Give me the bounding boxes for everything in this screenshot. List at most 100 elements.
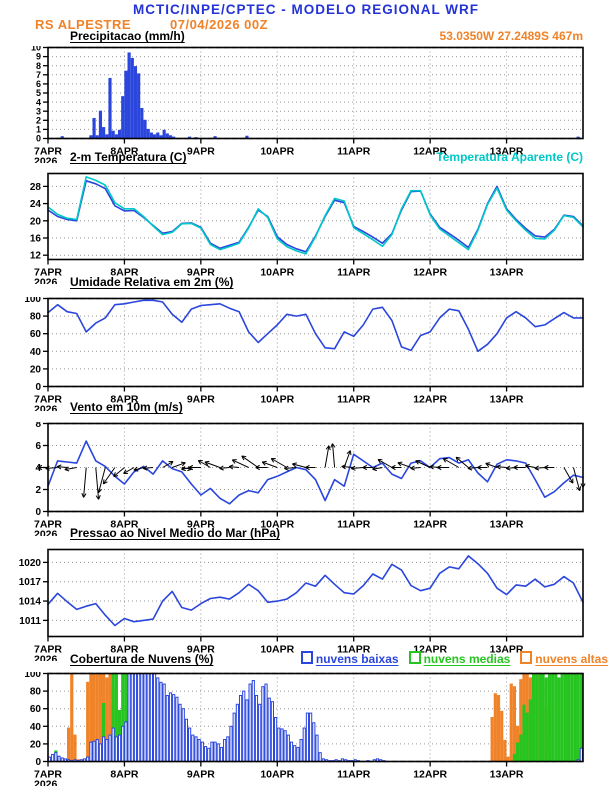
svg-text:9APR: 9APR bbox=[187, 267, 215, 279]
wind-title: Vento em 10m (m/s) bbox=[70, 400, 183, 414]
svg-text:11APR: 11APR bbox=[337, 394, 371, 406]
high-clouds-label: nuvens altas bbox=[535, 652, 608, 666]
svg-text:2: 2 bbox=[35, 485, 41, 496]
svg-text:13APR: 13APR bbox=[490, 769, 524, 781]
svg-text:11APR: 11APR bbox=[337, 769, 371, 781]
svg-text:1011: 1011 bbox=[19, 616, 41, 627]
svg-text:60: 60 bbox=[30, 704, 42, 715]
svg-text:13APR: 13APR bbox=[490, 519, 524, 531]
svg-text:28: 28 bbox=[30, 182, 42, 193]
svg-text:9APR: 9APR bbox=[187, 769, 215, 781]
svg-text:7APR: 7APR bbox=[34, 146, 62, 158]
svg-text:100: 100 bbox=[24, 672, 41, 680]
svg-text:2026: 2026 bbox=[34, 779, 58, 787]
precipitation-title-row: Precipitacao (mm/h) 53.0350W 27.2489S 46… bbox=[70, 29, 583, 43]
svg-text:8APR: 8APR bbox=[110, 146, 138, 158]
svg-text:13APR: 13APR bbox=[490, 267, 524, 279]
svg-text:8APR: 8APR bbox=[110, 394, 138, 406]
svg-text:9APR: 9APR bbox=[187, 519, 215, 531]
clouds-title-row: Cobertura de Nuvens (%) nuvens baixas nu… bbox=[70, 650, 608, 666]
svg-text:24: 24 bbox=[30, 199, 42, 210]
svg-text:8: 8 bbox=[35, 422, 41, 430]
svg-text:10: 10 bbox=[31, 46, 41, 53]
mid-clouds-swatch-icon bbox=[408, 651, 421, 664]
svg-text:40: 40 bbox=[30, 722, 42, 733]
svg-text:1017: 1017 bbox=[19, 577, 42, 588]
svg-text:0: 0 bbox=[35, 757, 41, 768]
svg-text:10APR: 10APR bbox=[260, 394, 294, 406]
svg-text:12APR: 12APR bbox=[413, 146, 447, 158]
svg-text:12APR: 12APR bbox=[413, 769, 447, 781]
low-clouds-swatch-icon bbox=[300, 651, 313, 664]
coordinates-label: 53.0350W 27.2489S 467m bbox=[439, 29, 583, 43]
svg-text:12APR: 12APR bbox=[413, 644, 447, 656]
precipitation-title: Precipitacao (mm/h) bbox=[70, 29, 185, 43]
svg-text:10APR: 10APR bbox=[260, 769, 294, 781]
svg-text:20: 20 bbox=[30, 739, 42, 750]
svg-text:7APR: 7APR bbox=[34, 267, 62, 279]
svg-text:20: 20 bbox=[30, 216, 42, 227]
svg-text:2026: 2026 bbox=[34, 404, 58, 412]
svg-text:6: 6 bbox=[36, 79, 41, 89]
pressure-title-row: Pressao ao Nivel Medio do Mar (hPa) bbox=[70, 526, 583, 540]
svg-text:10APR: 10APR bbox=[260, 146, 294, 158]
low-clouds-label: nuvens baixas bbox=[315, 652, 399, 666]
svg-text:9APR: 9APR bbox=[187, 394, 215, 406]
svg-text:0: 0 bbox=[36, 134, 41, 144]
svg-text:10APR: 10APR bbox=[260, 644, 294, 656]
pressure-title: Pressao ao Nivel Medio do Mar (hPa) bbox=[70, 526, 281, 540]
model-run-label: 07/04/2026 00Z bbox=[170, 17, 269, 32]
svg-text:2026: 2026 bbox=[34, 654, 58, 662]
svg-text:6: 6 bbox=[35, 441, 41, 452]
svg-text:4: 4 bbox=[36, 97, 41, 107]
svg-text:80: 80 bbox=[30, 312, 42, 323]
svg-text:12APR: 12APR bbox=[413, 519, 447, 531]
svg-text:7APR: 7APR bbox=[34, 769, 62, 781]
clouds-title: Cobertura de Nuvens (%) bbox=[70, 652, 214, 666]
svg-text:11APR: 11APR bbox=[337, 267, 371, 279]
svg-text:2: 2 bbox=[36, 115, 41, 125]
svg-text:4: 4 bbox=[35, 463, 41, 474]
svg-text:2026: 2026 bbox=[34, 156, 58, 164]
svg-text:1020: 1020 bbox=[19, 558, 42, 569]
svg-text:7APR: 7APR bbox=[34, 644, 62, 656]
svg-text:3: 3 bbox=[36, 106, 41, 116]
svg-text:100: 100 bbox=[24, 297, 41, 305]
svg-text:11APR: 11APR bbox=[337, 644, 371, 656]
temperature-title-row: 2-m Temperatura (C) Temperatura Aparente… bbox=[70, 150, 583, 164]
svg-text:5: 5 bbox=[36, 88, 41, 98]
svg-text:10APR: 10APR bbox=[260, 519, 294, 531]
svg-text:16: 16 bbox=[30, 234, 42, 245]
svg-text:9APR: 9APR bbox=[187, 644, 215, 656]
svg-text:11APR: 11APR bbox=[337, 146, 371, 158]
svg-text:9APR: 9APR bbox=[187, 146, 215, 158]
svg-text:11APR: 11APR bbox=[337, 519, 371, 531]
page-title: MCTIC/INPE/CPTEC - MODELO REGIONAL WRF bbox=[133, 2, 479, 17]
svg-text:13APR: 13APR bbox=[490, 146, 524, 158]
svg-text:8APR: 8APR bbox=[110, 519, 138, 531]
svg-text:20: 20 bbox=[30, 364, 42, 375]
temperature-title: 2-m Temperatura (C) bbox=[70, 150, 187, 164]
apparent-temperature-legend: Temperatura Aparente (C) bbox=[436, 150, 583, 164]
svg-text:7APR: 7APR bbox=[34, 519, 62, 531]
svg-text:2026: 2026 bbox=[34, 529, 58, 537]
svg-text:1: 1 bbox=[36, 125, 41, 135]
mid-clouds-label: nuvens medias bbox=[423, 652, 511, 666]
wind-title-row: Vento em 10m (m/s) bbox=[70, 400, 583, 414]
svg-text:40: 40 bbox=[30, 347, 42, 358]
svg-text:9: 9 bbox=[36, 52, 41, 62]
svg-text:2026: 2026 bbox=[34, 277, 58, 285]
svg-text:0: 0 bbox=[35, 507, 41, 518]
clouds-legend: nuvens baixas nuvens medias nuvens altas bbox=[300, 650, 608, 666]
svg-text:60: 60 bbox=[30, 329, 42, 340]
legend-item-low-clouds: nuvens baixas bbox=[300, 650, 399, 666]
svg-text:1014: 1014 bbox=[19, 597, 42, 608]
svg-text:8APR: 8APR bbox=[110, 267, 138, 279]
svg-text:7: 7 bbox=[36, 70, 41, 80]
svg-text:8APR: 8APR bbox=[110, 769, 138, 781]
